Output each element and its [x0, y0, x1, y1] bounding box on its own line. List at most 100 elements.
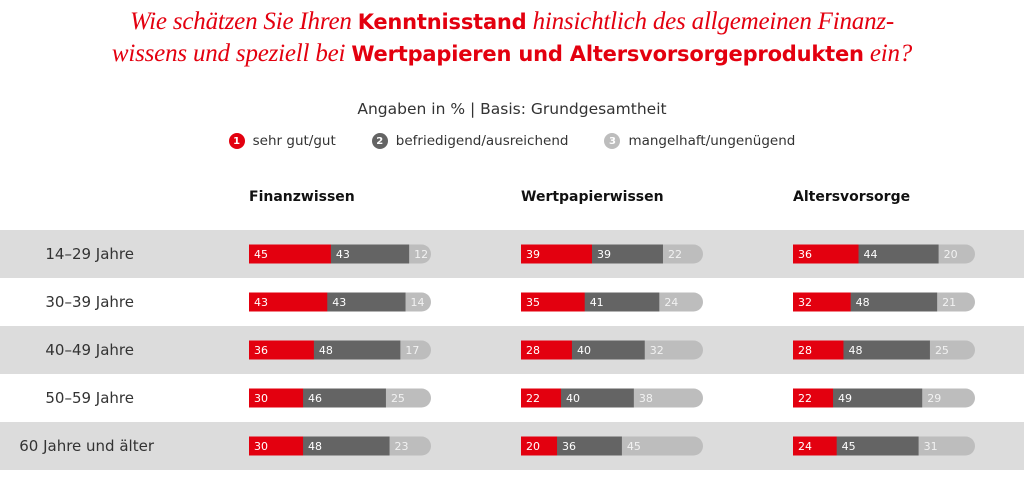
- data-label: 30: [254, 440, 268, 453]
- data-label: 46: [308, 392, 322, 405]
- bar-segment-mangelhaft: [633, 388, 703, 408]
- bar-segment-mangelhaft: [918, 436, 975, 456]
- panel-title-finanzwissen: Finanzwissen: [249, 189, 355, 205]
- bar-segment-sehr-gut: [249, 340, 315, 360]
- bar-segment-mangelhaft: [937, 292, 975, 312]
- panel-title-wertpapierwissen: Wertpapierwissen: [521, 189, 664, 205]
- data-label: 38: [639, 392, 653, 405]
- panel-title-altersvorsorge: Altersvorsorge: [793, 189, 911, 205]
- data-label: 32: [798, 296, 812, 309]
- bar-segment-sehr-gut: [521, 340, 573, 360]
- legend-item-mangelhaft: 3 mangelhaft/ungenügend: [604, 133, 795, 149]
- data-label: 36: [798, 248, 812, 261]
- bar-segment-mangelhaft: [409, 244, 431, 264]
- legend-label: befriedigend/ausreichend: [395, 133, 569, 149]
- bar-segment-mangelhaft: [938, 244, 975, 264]
- data-label: 41: [590, 296, 604, 309]
- legend-number-1-icon: 1: [228, 133, 245, 149]
- bar-segment-befriedigend: [330, 244, 410, 264]
- bar-segment-sehr-gut: [521, 436, 558, 456]
- data-label: 43: [336, 248, 350, 261]
- data-label: 17: [405, 344, 419, 357]
- data-label: 29: [927, 392, 941, 405]
- data-label: 48: [848, 344, 862, 357]
- bar-segment-befriedigend: [836, 436, 920, 456]
- legend-item-befriedigend: 2 befriedigend/ausreichend: [371, 133, 569, 149]
- title-emphasis: Kenntnisstand: [357, 10, 527, 34]
- data-label: 32: [650, 344, 664, 357]
- title-text: wissens und speziell bei: [111, 40, 352, 67]
- bar-segment-sehr-gut: [521, 388, 562, 408]
- data-label: 14: [411, 296, 425, 309]
- bar-segment-mangelhaft: [929, 340, 975, 360]
- data-label: 40: [566, 392, 580, 405]
- bar-segment-befriedigend: [843, 340, 931, 360]
- bar-segment-befriedigend: [561, 388, 635, 408]
- data-label: 48: [308, 440, 322, 453]
- data-label: 25: [935, 344, 949, 357]
- bar-segment-befriedigend: [571, 340, 646, 360]
- data-label: 40: [577, 344, 591, 357]
- row-label: 40–49 Jahre: [45, 341, 134, 359]
- bar-segment-mangelhaft: [659, 292, 703, 312]
- bar-segment-sehr-gut: [521, 244, 593, 264]
- chart-title: Wie schätzen Sie Ihren Kenntnisstand hin…: [0, 6, 1024, 70]
- data-label: 45: [842, 440, 856, 453]
- data-label: 23: [395, 440, 409, 453]
- data-label: 45: [627, 440, 641, 453]
- title-text: ein?: [863, 40, 913, 67]
- data-label: 36: [254, 344, 268, 357]
- bar-segment-befriedigend: [850, 292, 938, 312]
- bar-segment-befriedigend: [557, 436, 623, 456]
- data-label: 49: [838, 392, 852, 405]
- data-label: 44: [864, 248, 878, 261]
- data-label: 25: [391, 392, 405, 405]
- data-label: 35: [526, 296, 540, 309]
- data-label: 48: [319, 344, 333, 357]
- data-label: 22: [526, 392, 540, 405]
- bar-segment-befriedigend: [303, 436, 391, 456]
- bar-segment-mangelhaft: [644, 340, 703, 360]
- data-label: 48: [856, 296, 870, 309]
- title-text: hinsichtlich des allgemeinen Finanz-: [526, 8, 895, 35]
- data-label: 12: [414, 248, 428, 261]
- bar-segment-mangelhaft: [621, 436, 703, 456]
- data-label: 30: [254, 392, 268, 405]
- bar-segment-sehr-gut: [249, 244, 332, 264]
- data-label: 39: [597, 248, 611, 261]
- title-text: Wie schätzen Sie Ihren: [129, 8, 358, 35]
- bar-segment-sehr-gut: [793, 340, 844, 360]
- title-emphasis: Wertpapieren und Altersvorsorgeprodukten: [351, 42, 864, 66]
- legend-label: sehr gut/gut: [252, 133, 336, 149]
- bar-segment-sehr-gut: [249, 292, 328, 312]
- data-label: 24: [664, 296, 678, 309]
- chart-subtitle: Angaben in % | Basis: Grundgesamtheit: [357, 100, 667, 118]
- bar-segment-mangelhaft: [400, 340, 431, 360]
- data-label: 43: [254, 296, 268, 309]
- data-label: 43: [332, 296, 346, 309]
- legend-number-3-icon: 3: [604, 133, 621, 149]
- row-label: 14–29 Jahre: [45, 245, 134, 263]
- data-label: 24: [798, 440, 812, 453]
- data-label: 45: [254, 248, 268, 261]
- data-label: 20: [526, 440, 540, 453]
- bar-segment-befriedigend: [858, 244, 940, 264]
- bar-segment-befriedigend: [303, 388, 387, 408]
- legend-item-sehr-gut: 1 sehr gut/gut: [228, 133, 336, 149]
- bar-segment-mangelhaft: [405, 292, 431, 312]
- bar-segment-befriedigend: [833, 388, 923, 408]
- bar-segment-sehr-gut: [249, 436, 304, 456]
- bar-segment-sehr-gut: [793, 436, 838, 456]
- data-label: 21: [942, 296, 956, 309]
- data-label: 22: [798, 392, 812, 405]
- bar-segment-mangelhaft: [662, 244, 703, 264]
- bar-segment-mangelhaft: [922, 388, 975, 408]
- legend: 1 sehr gut/gut 2 befriedigend/ausreichen…: [0, 133, 1024, 149]
- bar-segment-befriedigend: [591, 244, 664, 264]
- data-label: 39: [526, 248, 540, 261]
- legend-label: mangelhaft/ungenügend: [628, 133, 796, 149]
- bar-segment-befriedigend: [584, 292, 660, 312]
- bar-segment-sehr-gut: [249, 388, 304, 408]
- bar-segment-sehr-gut: [521, 292, 586, 312]
